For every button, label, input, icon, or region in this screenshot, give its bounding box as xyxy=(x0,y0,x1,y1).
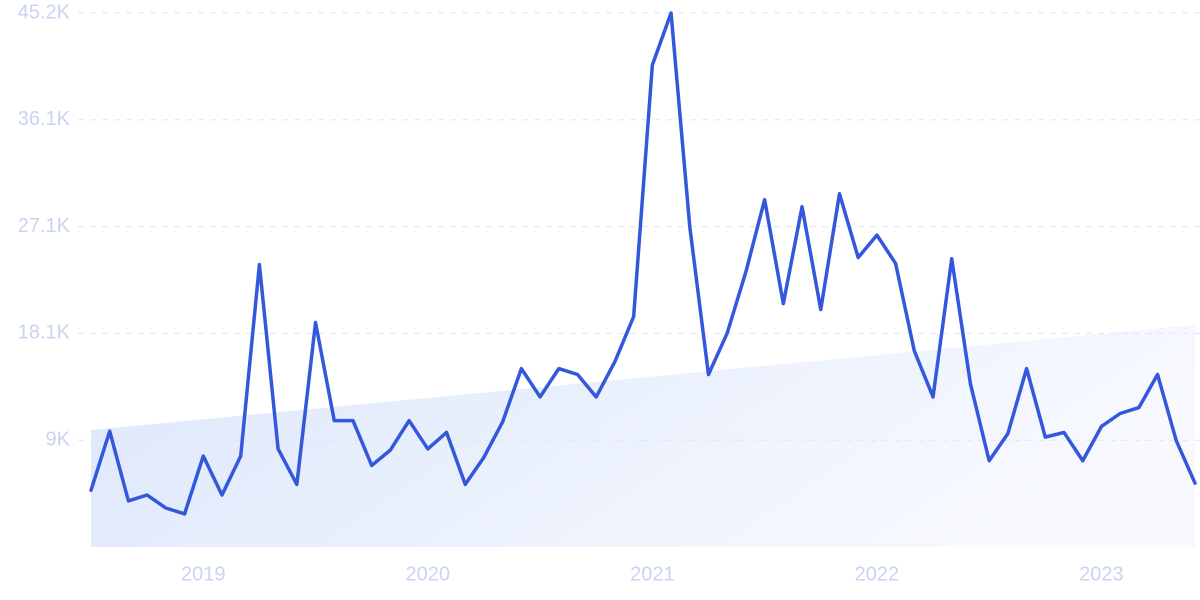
y-tick-label: 18.1K xyxy=(18,322,71,344)
y-tick-label: 9K xyxy=(46,428,71,450)
x-tick-label: 2019 xyxy=(181,563,226,585)
x-tick-label: 2023 xyxy=(1079,563,1124,585)
data-line xyxy=(89,11,1197,516)
trend-area xyxy=(91,324,1195,547)
x-tick-label: 2022 xyxy=(855,563,900,585)
x-tick-label: 2020 xyxy=(406,563,451,585)
y-tick-label: 45.2K xyxy=(18,1,71,23)
y-tick-label: 36.1K xyxy=(18,108,71,130)
x-tick-label: 2021 xyxy=(630,563,675,585)
y-tick-label: 27.1K xyxy=(18,215,71,237)
